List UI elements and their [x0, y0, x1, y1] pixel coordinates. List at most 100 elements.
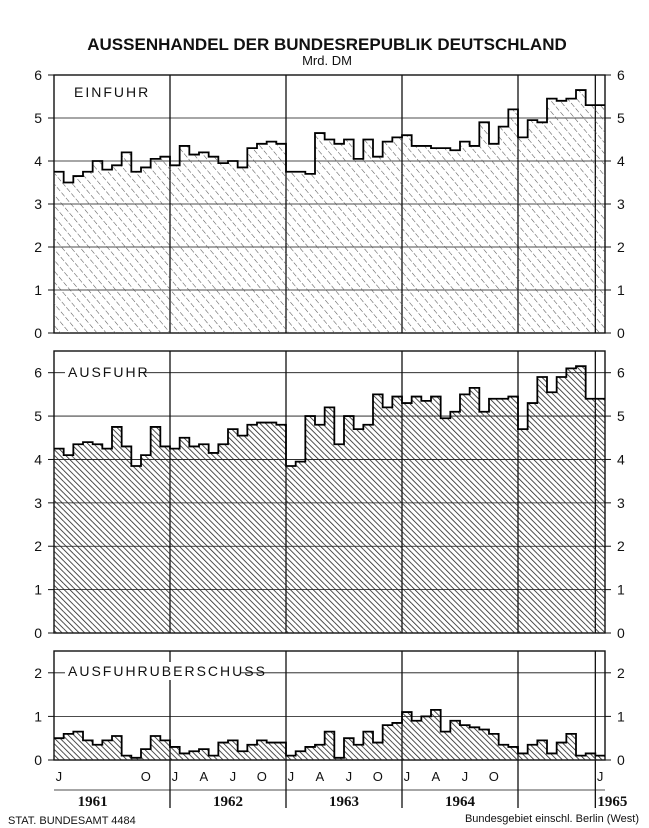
month-label: O	[141, 769, 151, 784]
y-tick-label: 5	[34, 408, 42, 424]
month-label: J	[404, 769, 411, 784]
bar	[237, 751, 248, 760]
bar	[527, 744, 538, 760]
x-axis: J O J A J O J A J O J A J O J 1961 1962 1963 1964 1965	[54, 760, 627, 810]
month-label: J	[230, 769, 237, 784]
y-tick-label-right: 0	[617, 752, 625, 768]
bar	[353, 429, 364, 633]
bar	[112, 736, 122, 760]
y-tick-label: 6	[34, 365, 42, 381]
month-label: J	[288, 769, 295, 784]
bar	[102, 740, 112, 760]
bar	[247, 744, 257, 760]
bar	[460, 141, 470, 333]
bar	[54, 738, 64, 760]
bar	[73, 176, 83, 333]
bar	[450, 150, 460, 333]
bar	[315, 424, 325, 633]
bar	[141, 167, 151, 333]
bar	[585, 753, 596, 760]
y-tick-label: 3	[34, 495, 42, 511]
y-tick-label: 0	[34, 325, 42, 341]
bar	[295, 171, 306, 333]
bar	[547, 98, 557, 334]
y-tick-label: 6	[34, 67, 42, 83]
bar	[315, 133, 325, 333]
bar	[402, 712, 412, 760]
y-tick-label: 2	[34, 538, 42, 554]
y-tick-label-right: 0	[617, 625, 625, 641]
y-tick-label: 4	[34, 451, 42, 467]
bar	[392, 722, 402, 760]
bar	[324, 139, 335, 333]
bar	[295, 461, 306, 633]
bar	[170, 165, 180, 333]
bar	[382, 407, 393, 633]
y-tick-label-right: 2	[617, 665, 625, 681]
y-tick-label-right: 5	[617, 110, 625, 126]
y-tick-label: 2	[34, 665, 42, 681]
y-tick-label: 1	[34, 582, 42, 598]
bar	[324, 731, 335, 760]
year-label: 1961	[78, 794, 108, 810]
bar	[518, 429, 528, 633]
bar	[247, 424, 257, 633]
bar	[421, 145, 431, 333]
month-label: J	[346, 769, 353, 784]
bar	[131, 757, 141, 760]
bar	[179, 437, 190, 633]
panel-ausfuhruberschuss: 0 0 1 1 2 2 AUSFUHRUBERSCHUSS	[34, 650, 625, 768]
bar	[150, 426, 161, 633]
bar	[595, 105, 605, 333]
bar	[131, 171, 141, 333]
y-tick-label: 3	[34, 196, 42, 212]
y-tick-label-right: 2	[617, 538, 625, 554]
y-tick-label-right: 5	[617, 408, 625, 424]
bar	[489, 733, 499, 760]
bar	[334, 143, 344, 333]
bar	[131, 465, 141, 633]
bar	[547, 392, 557, 633]
month-label: A	[199, 769, 208, 784]
bar	[392, 396, 402, 633]
bar	[431, 148, 441, 333]
bar	[170, 746, 180, 760]
bar	[150, 158, 161, 333]
panel-einfuhr: 0 0 1 1 2 2 3 3 4 4 5 5 6 6 EINFUHR	[34, 67, 625, 341]
year-label: 1963	[329, 794, 359, 810]
y-tick-label: 0	[34, 752, 42, 768]
bar	[498, 398, 509, 633]
bar	[121, 446, 132, 633]
bar	[382, 725, 393, 760]
bar	[344, 416, 354, 633]
series-outline	[54, 365, 605, 467]
panel-label: AUSFUHR	[68, 364, 150, 380]
bar	[218, 742, 228, 760]
bar	[54, 448, 64, 633]
bar	[189, 446, 199, 633]
y-tick-label: 5	[34, 110, 42, 126]
bar	[402, 403, 412, 633]
bar	[189, 154, 199, 333]
bar	[411, 720, 422, 760]
bar	[54, 171, 64, 333]
year-label: 1962	[213, 794, 243, 810]
bar	[141, 455, 151, 633]
y-tick-label: 1	[34, 708, 42, 724]
bar	[266, 742, 277, 760]
bar	[150, 736, 161, 760]
bar	[170, 448, 180, 633]
panel-label-background	[71, 83, 147, 101]
bar	[63, 182, 74, 333]
bar	[266, 422, 277, 633]
bar	[489, 398, 499, 633]
bar	[479, 122, 489, 333]
bar	[421, 716, 431, 760]
bar	[334, 757, 344, 760]
bar	[556, 100, 567, 333]
bar	[585, 105, 596, 333]
bar	[102, 169, 112, 333]
bar	[353, 158, 364, 333]
bar	[73, 731, 83, 760]
